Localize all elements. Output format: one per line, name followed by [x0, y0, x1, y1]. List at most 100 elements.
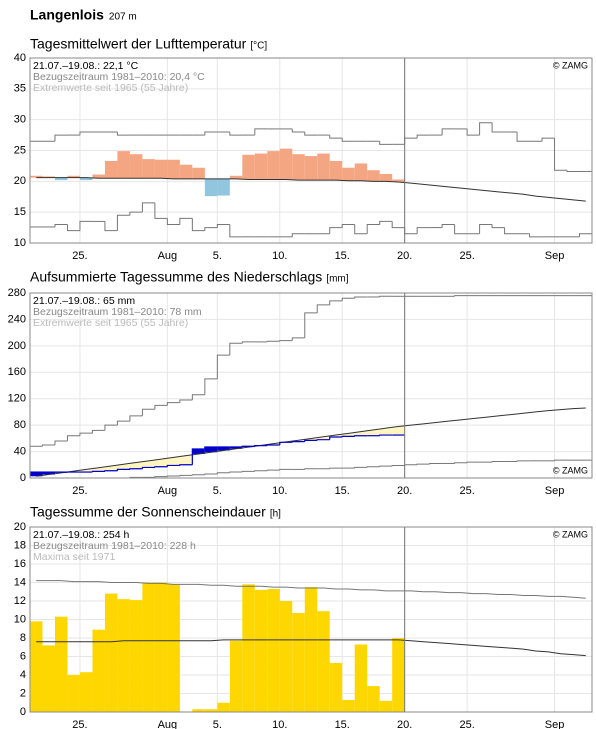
minimum-line: [354, 466, 368, 469]
bar: [167, 584, 180, 712]
bar: [42, 645, 55, 712]
bar: [317, 611, 330, 712]
minimum-line: [479, 224, 493, 234]
station-elevation: 207 m: [109, 12, 137, 23]
bar: [54, 616, 68, 712]
minimum-line: [154, 202, 168, 219]
minimum-line: [191, 218, 205, 232]
minimum-line: [279, 468, 293, 471]
maximum-line: [116, 420, 130, 426]
minimum-line: [429, 462, 443, 465]
x-tick-label: 5.: [213, 719, 222, 729]
x-tick-label: 25.: [459, 719, 474, 729]
minimum-line: [216, 224, 230, 228]
y-tick-label: 0: [20, 706, 26, 718]
deviation-fill: [42, 472, 55, 475]
minimum-line: [366, 224, 380, 234]
x-tick-label: Aug: [158, 485, 178, 497]
maximum-line: [454, 295, 468, 297]
minimum-line: [141, 202, 155, 213]
maximum-line: [291, 128, 305, 133]
minimum-line: [329, 227, 343, 234]
anomaly-bar: [54, 177, 68, 181]
anomaly-bar: [342, 167, 355, 181]
y-tick-label: 4: [20, 669, 26, 681]
deviation-fill: [179, 455, 193, 465]
minimum-line: [341, 224, 355, 228]
y-tick-label: 15: [14, 206, 26, 218]
cumulative-line: [116, 468, 130, 471]
minimum-line: [354, 224, 368, 235]
maximum-line: [91, 429, 105, 434]
cumulative-line: [279, 441, 293, 445]
cumulative-line: [354, 435, 368, 437]
cumulative-line: [91, 470, 105, 473]
maximum-line: [441, 128, 455, 136]
anomaly-bar: [279, 148, 293, 180]
x-tick-label: 10.: [272, 719, 287, 729]
annotation: Extremwerte seit 1965 (55 Jahre): [33, 317, 188, 329]
chart-unit: [°C]: [250, 41, 267, 52]
anomaly-bar: [329, 160, 343, 181]
bar: [92, 629, 105, 712]
maximum-line: [466, 128, 480, 136]
y-tick-label: 8: [20, 632, 26, 644]
deviation-fill: [392, 426, 405, 436]
bar: [30, 621, 43, 712]
plot-border: [29, 57, 593, 244]
maximum-line: [254, 128, 268, 136]
cumulative-line: [266, 444, 280, 446]
maximum-line: [141, 408, 155, 416]
maximum-line: [479, 122, 493, 136]
maximum-line: [304, 312, 318, 338]
x-tick-label: 10.: [272, 250, 287, 262]
plot-border: [29, 292, 593, 479]
cumulative-line: [141, 466, 155, 469]
y-tick-label: 120: [8, 393, 26, 405]
minimum-line: [66, 224, 80, 232]
minimum-line: [179, 217, 193, 225]
anomaly-bar: [317, 153, 330, 181]
x-tick-label: 15.: [335, 719, 350, 729]
maximum-line: [279, 340, 293, 342]
maximum-line: [491, 122, 505, 133]
anomaly-bar: [142, 159, 155, 179]
x-tick-label: 15.: [335, 250, 350, 262]
y-tick-label: 35: [14, 83, 26, 95]
anomaly-bar: [242, 154, 255, 180]
deviation-fill: [267, 443, 280, 445]
maximum-line: [229, 132, 243, 136]
minimum-line: [266, 469, 280, 471]
x-tick-label: 20.: [397, 719, 412, 729]
minimum-line: [116, 214, 130, 231]
x-tick-label: 25.: [459, 250, 474, 262]
cumulative-line: [204, 446, 218, 449]
y-tick-label: 20: [14, 521, 26, 533]
minimum-line: [516, 460, 530, 462]
copyright: © ZAMG: [553, 529, 588, 539]
bar: [292, 613, 305, 712]
cumulative-line: [379, 434, 393, 436]
station-name: Langenlois: [30, 7, 104, 23]
maximum-line: [554, 138, 568, 171]
x-tick-label: Sep: [545, 719, 565, 729]
minimum-line: [554, 459, 568, 461]
minimum-line: [504, 227, 518, 235]
minimum-line: [254, 470, 268, 472]
y-tick-label: 80: [14, 419, 26, 431]
maximum-line: [229, 342, 243, 356]
annotation: Bezugszeitraum 1981–2010: 78 mm: [33, 306, 202, 318]
maximum-line: [566, 170, 580, 172]
bar: [192, 709, 205, 712]
minimum-line: [366, 466, 380, 468]
bar: [342, 699, 355, 712]
x-tick-label: 5.: [213, 250, 222, 262]
y-tick-label: 16: [14, 558, 26, 570]
anomaly-bar: [304, 156, 318, 181]
maximum-line: [341, 297, 355, 301]
cumulative-line: [129, 468, 143, 470]
anomaly-bar: [67, 175, 80, 178]
deviation-fill: [129, 462, 143, 469]
anomaly-bar: [92, 174, 105, 179]
cumulative-line: [179, 464, 193, 466]
